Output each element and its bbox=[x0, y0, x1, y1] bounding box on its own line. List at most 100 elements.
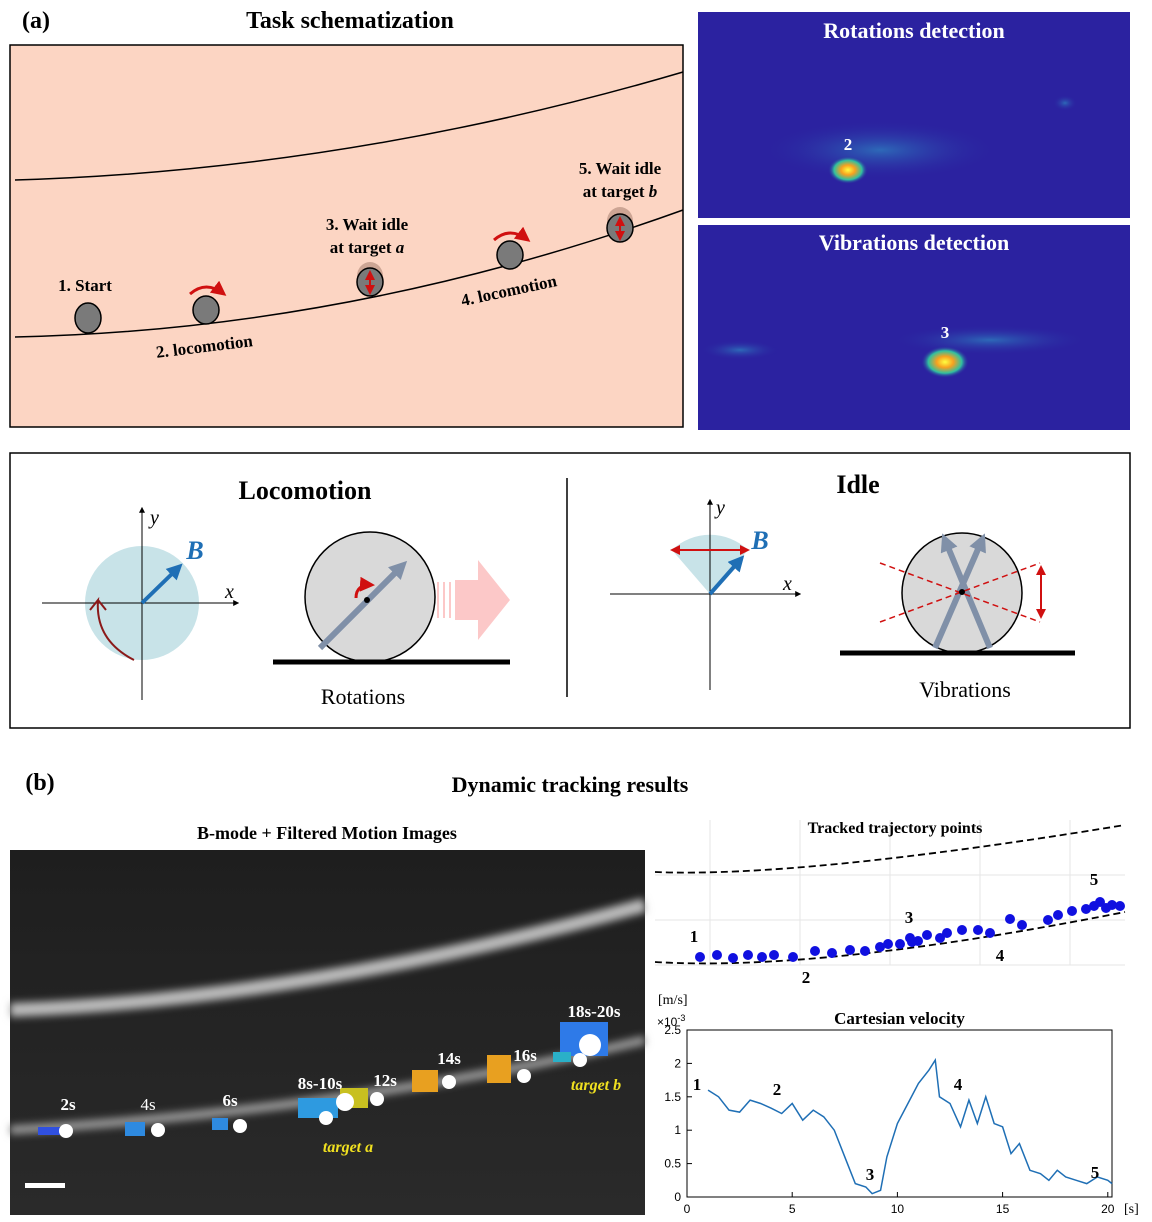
time-label: 14s bbox=[437, 1049, 461, 1068]
image-title: Rotations detection bbox=[823, 18, 1004, 43]
shape bbox=[75, 303, 101, 333]
panel-title: Task schematization bbox=[246, 8, 454, 34]
x-tick-label: 10 bbox=[891, 1202, 905, 1216]
trajectory-point bbox=[922, 930, 932, 940]
step-label: b bbox=[649, 182, 658, 201]
panel-title: Dynamic tracking results bbox=[452, 772, 689, 797]
shape bbox=[412, 1070, 438, 1092]
plot-frame bbox=[687, 1030, 1112, 1197]
hotspot bbox=[921, 346, 969, 378]
trajectory-point bbox=[913, 936, 923, 946]
field-label: B bbox=[185, 536, 203, 565]
marker: 2 bbox=[802, 968, 811, 987]
shape bbox=[442, 1075, 456, 1089]
x-axis-label: [s] bbox=[1124, 1202, 1139, 1217]
trajectory-point bbox=[883, 939, 893, 949]
ultrasound-image bbox=[10, 850, 645, 1215]
trajectory-point bbox=[695, 952, 705, 962]
shape bbox=[517, 1069, 531, 1083]
shape bbox=[700, 340, 780, 360]
y-multiplier-base: ×10 bbox=[657, 1015, 678, 1029]
vibrations-image bbox=[698, 225, 1130, 430]
axis-label: y bbox=[148, 507, 159, 529]
caption: Vibrations bbox=[919, 677, 1011, 702]
trajectory-point bbox=[895, 939, 905, 949]
step-label: a bbox=[396, 238, 405, 257]
y-tick-label: 0 bbox=[674, 1190, 681, 1204]
shape bbox=[193, 296, 219, 324]
shape bbox=[212, 1118, 228, 1130]
trajectory-point bbox=[860, 946, 870, 956]
shape bbox=[497, 241, 523, 269]
marker: 1 bbox=[690, 927, 699, 946]
marker: 2 bbox=[844, 135, 853, 154]
step-label: at target bbox=[583, 182, 645, 201]
figure: (a) Task schematization 1. Start 2. loco… bbox=[0, 0, 1152, 1217]
time-label: 16s bbox=[513, 1046, 537, 1065]
y-axis-label: [m/s] bbox=[658, 993, 688, 1008]
y-tick-label: 2 bbox=[674, 1056, 681, 1070]
axis-label: y bbox=[714, 497, 725, 519]
time-label: 8s-10s bbox=[298, 1074, 343, 1093]
velocity-chart: 00.511.522.505101520Cartesian velocity[m… bbox=[657, 993, 1139, 1217]
shape bbox=[553, 1052, 571, 1062]
trajectory-point bbox=[757, 952, 767, 962]
section-title: Locomotion bbox=[239, 476, 372, 505]
target-label: target b bbox=[571, 1077, 621, 1094]
shape bbox=[487, 1055, 511, 1083]
trajectory-point bbox=[1005, 914, 1015, 924]
shape bbox=[959, 589, 965, 595]
trajectory-point bbox=[957, 925, 967, 935]
y-multiplier: ×10-3 bbox=[657, 1013, 685, 1029]
image-title: Vibrations detection bbox=[819, 230, 1009, 255]
shape: 1 2 3 4 5 bbox=[690, 870, 1099, 987]
trajectory-point bbox=[845, 945, 855, 955]
time-label: 18s-20s bbox=[568, 1002, 621, 1021]
shape bbox=[233, 1119, 247, 1133]
shape bbox=[364, 597, 370, 603]
shape bbox=[890, 325, 1090, 355]
shape bbox=[319, 1111, 333, 1125]
image-title: B-mode + Filtered Motion Images bbox=[197, 823, 457, 843]
caption: Rotations bbox=[321, 684, 405, 709]
trajectory-point bbox=[769, 950, 779, 960]
trajectory-point bbox=[985, 928, 995, 938]
time-label: 6s bbox=[222, 1091, 238, 1110]
y-tick-label: 1.5 bbox=[664, 1090, 681, 1104]
axis-label: x bbox=[782, 573, 792, 595]
x-tick-label: 15 bbox=[996, 1202, 1010, 1216]
chart-title: Cartesian velocity bbox=[834, 1009, 965, 1028]
time-label: 4s bbox=[140, 1095, 155, 1114]
marker: 4 bbox=[996, 946, 1005, 965]
trajectory-point bbox=[1043, 915, 1053, 925]
trajectory-point bbox=[1115, 901, 1125, 911]
shape bbox=[151, 1123, 165, 1137]
trajectory-point bbox=[712, 950, 722, 960]
time-label: 12s bbox=[373, 1071, 397, 1090]
hotspot bbox=[828, 156, 868, 184]
shape bbox=[38, 1127, 60, 1135]
shape bbox=[125, 1122, 145, 1136]
trajectory-point bbox=[973, 925, 983, 935]
trajectory-point bbox=[1053, 910, 1063, 920]
shape bbox=[760, 120, 1000, 180]
annotation: 1 bbox=[693, 1075, 702, 1094]
trajectory-point bbox=[1017, 920, 1027, 930]
x-tick-label: 0 bbox=[684, 1202, 691, 1216]
step-label: at target bbox=[330, 238, 392, 257]
annotation: 2 bbox=[773, 1080, 782, 1099]
shape bbox=[59, 1124, 73, 1138]
y-multiplier-exponent: -3 bbox=[677, 1013, 685, 1023]
trajectory-point bbox=[1067, 906, 1077, 916]
x-tick-label: 20 bbox=[1101, 1202, 1115, 1216]
marker: 3 bbox=[905, 908, 914, 927]
marker: 3 bbox=[941, 323, 950, 342]
step-label: 1. Start bbox=[58, 276, 112, 295]
step-label: 3. Wait idle bbox=[326, 215, 409, 234]
target-label: target a bbox=[323, 1139, 373, 1156]
x-tick-label: 5 bbox=[789, 1202, 796, 1216]
scale-bar bbox=[25, 1183, 65, 1188]
annotation: 4 bbox=[954, 1075, 963, 1094]
annotation: 5 bbox=[1091, 1163, 1100, 1182]
trajectory-point bbox=[810, 946, 820, 956]
